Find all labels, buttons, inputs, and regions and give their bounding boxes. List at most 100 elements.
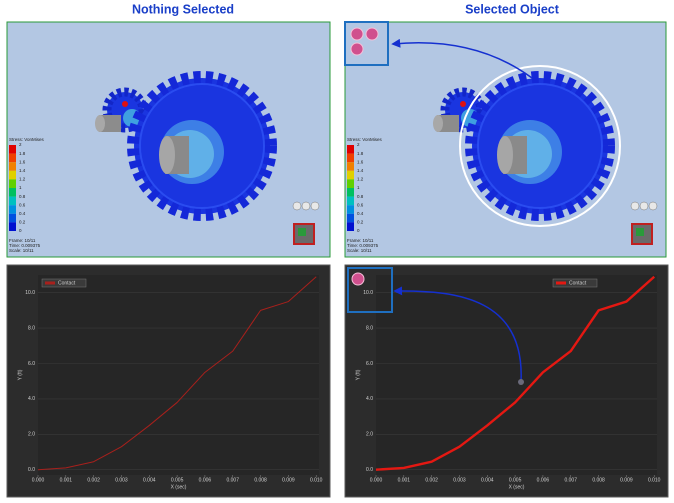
stress-label: 0 [357, 228, 360, 233]
stress-label: 1.6 [19, 159, 26, 164]
context-button[interactable] [350, 27, 364, 41]
stress-swatch [9, 205, 16, 214]
big-shaft-end [497, 136, 513, 174]
stress-swatch [347, 205, 354, 214]
x-tick-label: 0.007 [226, 477, 239, 483]
context-button[interactable] [365, 27, 379, 41]
stress-label: 1.8 [19, 151, 26, 156]
stress-swatch [9, 196, 16, 206]
view-button[interactable] [639, 201, 649, 211]
stress-swatch [9, 188, 16, 197]
stress-label: 1 [19, 185, 22, 190]
legend-label: Contact [58, 280, 76, 286]
x-tick-label: 0.009 [620, 477, 633, 483]
gear-ring [477, 83, 603, 209]
context-button[interactable] [350, 42, 364, 56]
stress-swatch [347, 213, 354, 223]
time-label: Time: 0.009375 [9, 243, 41, 248]
stress-title: Stress: VonMises [347, 137, 383, 142]
y-tick-label: 8.0 [28, 325, 35, 331]
x-tick-label: 0.006 [537, 477, 550, 483]
view-button[interactable] [630, 201, 640, 211]
stress-swatch [9, 162, 16, 171]
stress-label: 0.8 [357, 194, 364, 199]
view-button[interactable] [310, 201, 320, 211]
stress-label: 0.4 [19, 211, 26, 216]
y-tick-label: 6.0 [366, 361, 373, 367]
stress-label: 2 [357, 142, 360, 147]
stress-swatch [9, 170, 16, 180]
stress-swatch [347, 170, 354, 180]
view-button[interactable] [292, 201, 302, 211]
stress-swatch [347, 153, 354, 163]
x-tick-label: 0.006 [199, 477, 212, 483]
plot-area [38, 275, 319, 475]
x-tick-label: 0.010 [310, 477, 323, 483]
y-tick-label: 0.0 [28, 467, 35, 473]
stress-title: Stress: VonMises [9, 137, 45, 142]
stress-swatch [347, 179, 354, 188]
small-shaft-end [433, 115, 443, 132]
highlight-box [347, 267, 393, 313]
panel-heading: Nothing Selected [132, 2, 234, 16]
view-cube-face [636, 228, 644, 236]
stress-label: 1.6 [357, 159, 364, 164]
x-tick-label: 0.003 [453, 477, 466, 483]
x-tick-label: 0.000 [370, 477, 383, 483]
small-shaft [99, 115, 121, 132]
view-cube-face [298, 228, 306, 236]
scale-label: Scale: 10/11 [347, 248, 372, 253]
y-tick-label: 4.0 [366, 396, 373, 402]
stress-swatch [9, 153, 16, 163]
x-tick-label: 0.002 [87, 477, 100, 483]
panel-heading: Selected Object [465, 2, 560, 16]
stress-swatch [347, 188, 354, 197]
y-tick-label: 2.0 [28, 432, 35, 438]
y-axis-label: Y (ft) [355, 369, 361, 380]
stress-swatch [9, 179, 16, 188]
stress-label: 1.8 [357, 151, 364, 156]
big-shaft-end [159, 136, 175, 174]
y-tick-label: 4.0 [28, 396, 35, 402]
stress-label: 1.4 [357, 168, 364, 173]
frame-label: Frame: 10/11 [347, 238, 374, 243]
pointer-arrow [391, 38, 533, 79]
stress-label: 0 [19, 228, 22, 233]
contact-point [460, 101, 466, 107]
y-tick-label: 10.0 [363, 290, 373, 296]
scale-label: Scale: 10/11 [9, 248, 34, 253]
stress-label: 1.2 [357, 177, 364, 182]
x-tick-label: 0.002 [425, 477, 438, 483]
context-button[interactable] [351, 272, 365, 286]
legend-box [552, 278, 598, 288]
stress-swatch [347, 162, 354, 171]
y-tick-label: 0.0 [366, 467, 373, 473]
x-axis-label: X (sec) [171, 484, 187, 490]
legend-box [41, 278, 87, 288]
small-shaft-end [95, 115, 105, 132]
legend-swatch [556, 281, 566, 285]
stress-swatch [9, 222, 16, 231]
legend-label: Contact [569, 280, 587, 286]
y-tick-label: 10.0 [25, 290, 35, 296]
x-tick-label: 0.009 [282, 477, 295, 483]
data-line [37, 276, 317, 471]
selection-outline [459, 65, 621, 227]
stress-label: 0.2 [357, 220, 364, 225]
view-button[interactable] [301, 201, 311, 211]
stress-swatch [347, 145, 354, 154]
stress-label: 2 [19, 142, 22, 147]
stress-label: 0.6 [19, 202, 26, 207]
x-tick-label: 0.001 [398, 477, 411, 483]
y-tick-label: 8.0 [366, 325, 373, 331]
x-tick-label: 0.005 [171, 477, 184, 483]
stress-label: 1 [357, 185, 360, 190]
stress-label: 0.6 [357, 202, 364, 207]
y-axis-label: Y (ft) [17, 369, 23, 380]
view-button[interactable] [648, 201, 658, 211]
x-tick-label: 0.004 [143, 477, 156, 483]
pointer-arrow [393, 286, 522, 383]
stress-swatch [347, 196, 354, 206]
plot-area [376, 275, 657, 475]
